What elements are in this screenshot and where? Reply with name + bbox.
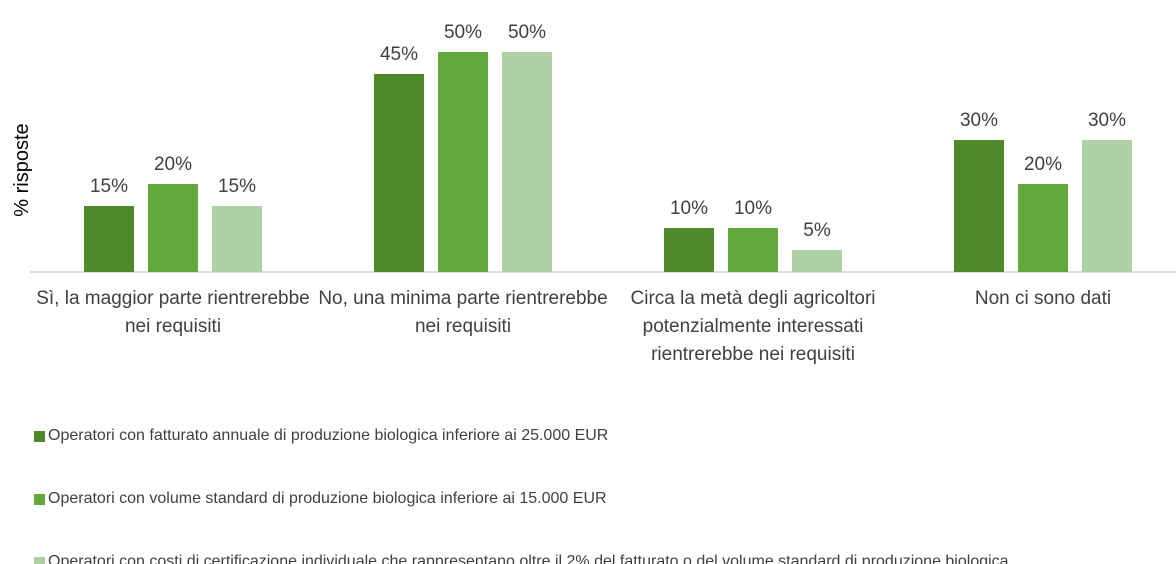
x-tick-label: Sì, la maggior parte rientrerebbe nei re…: [36, 288, 310, 337]
x-tick-label: Circa la metà degli agricoltori potenzia…: [630, 288, 876, 365]
data-label: 15%: [218, 176, 256, 197]
legend-label: Operatori con fatturato annuale di produ…: [48, 427, 609, 444]
data-label: 10%: [734, 198, 772, 219]
bar: [954, 140, 1004, 272]
legend-swatch: [34, 557, 45, 564]
bar: [438, 52, 488, 272]
x-tick-label: No, una minima parte rientrerebbe nei re…: [318, 288, 608, 337]
data-label: 20%: [1024, 154, 1062, 175]
bar: [792, 250, 842, 272]
data-label: 30%: [960, 110, 998, 131]
data-label: 30%: [1088, 110, 1126, 131]
legend-label: Operatori con volume standard di produzi…: [48, 490, 607, 507]
bar: [84, 206, 134, 272]
legend-item: Operatori con volume standard di produzi…: [34, 488, 1172, 510]
legend-item: Operatori con fatturato annuale di produ…: [34, 425, 1172, 447]
bar: [728, 228, 778, 272]
data-label: 15%: [90, 176, 128, 197]
x-tick-label: Non ci sono dati: [974, 288, 1112, 309]
y-axis-label: % risposte: [11, 123, 33, 216]
legend-swatch: [34, 494, 45, 505]
data-label: 50%: [444, 22, 482, 43]
bar: [374, 74, 424, 272]
data-label: 20%: [154, 154, 192, 175]
bar: [502, 52, 552, 272]
legend-item: Operatori con costi di certificazione in…: [34, 551, 1172, 564]
data-label: 10%: [670, 198, 708, 219]
data-label: 50%: [508, 22, 546, 43]
bar: [1018, 184, 1068, 272]
bar: [148, 184, 198, 272]
data-label: 45%: [380, 44, 418, 65]
bar: [664, 228, 714, 272]
bar: [1082, 140, 1132, 272]
data-label: 5%: [803, 220, 831, 241]
bar: [212, 206, 262, 272]
legend-swatch: [34, 431, 45, 442]
legend-label: Operatori con costi di certificazione in…: [48, 553, 1009, 564]
legend: Operatori con fatturato annuale di produ…: [34, 425, 1172, 564]
